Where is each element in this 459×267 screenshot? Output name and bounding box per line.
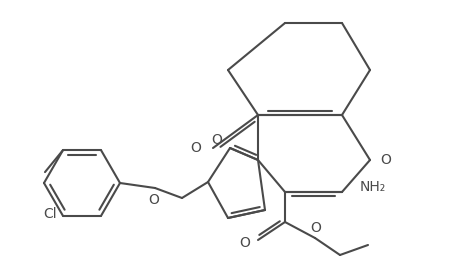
Text: O: O [239,236,249,250]
Text: O: O [190,141,201,155]
Text: Cl: Cl [43,207,57,221]
Text: O: O [211,133,222,147]
Text: O: O [379,153,390,167]
Text: O: O [310,221,321,235]
Text: NH₂: NH₂ [359,180,386,194]
Text: O: O [148,193,159,207]
